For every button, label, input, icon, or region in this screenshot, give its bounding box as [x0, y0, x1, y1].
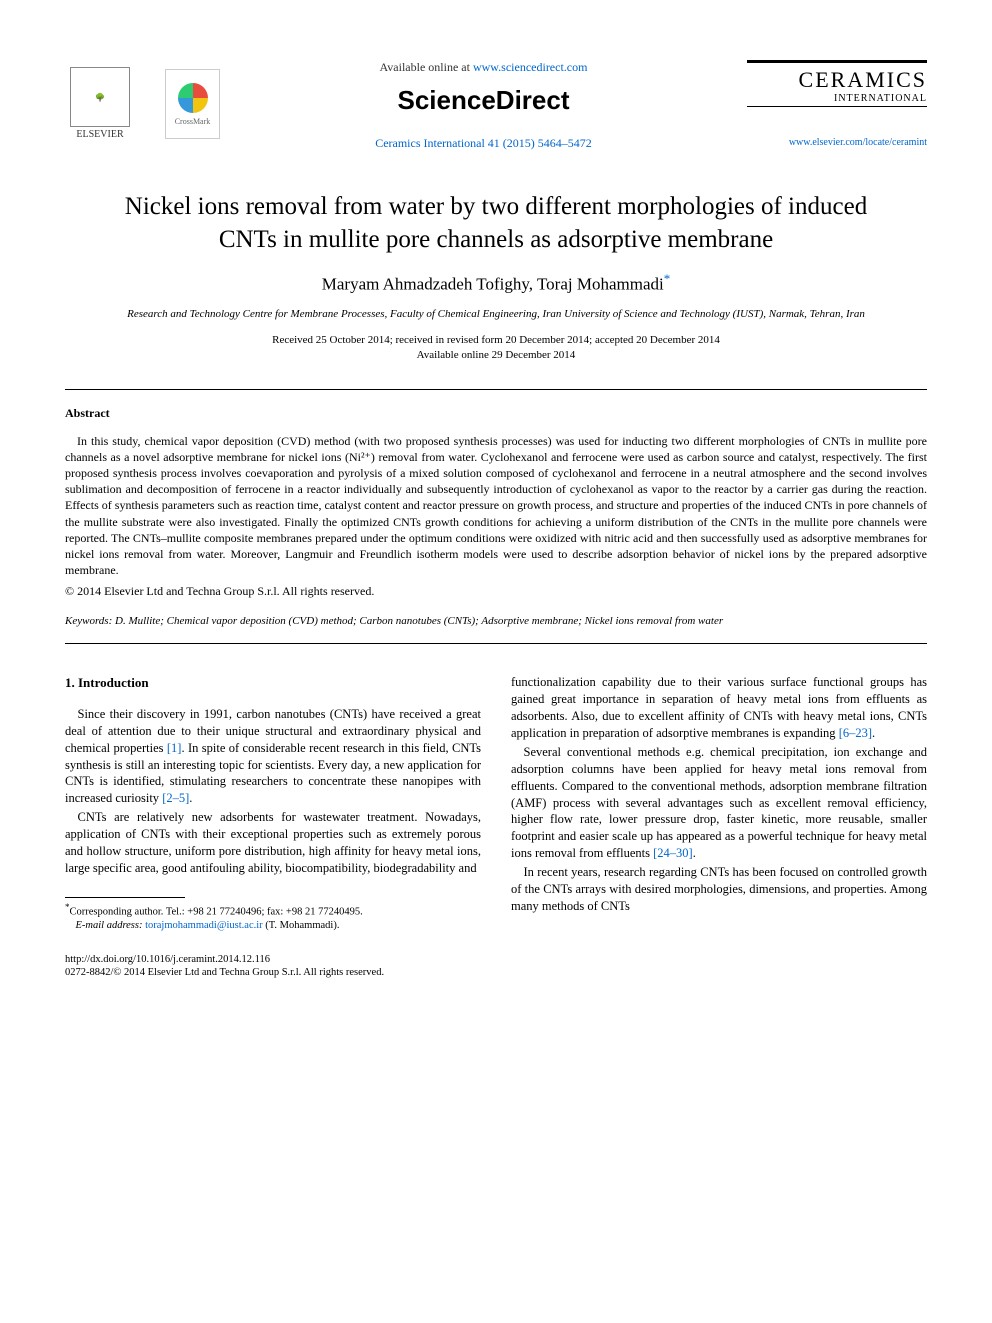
journal-header: 🌳 ELSEVIER CrossMark Available online at… [65, 60, 927, 151]
available-online: Available online at www.sciencedirect.co… [240, 60, 727, 75]
keywords-text: D. Mullite; Chemical vapor deposition (C… [112, 615, 723, 627]
section-heading-intro: 1. Introduction [65, 674, 481, 692]
article-title: Nickel ions removal from water by two di… [85, 191, 907, 256]
email-link[interactable]: torajmohammadi@iust.ac.ir [145, 920, 263, 931]
abstract-heading: Abstract [65, 406, 927, 421]
corresponding-mark: * [664, 271, 671, 286]
rule-below-keywords [65, 643, 927, 644]
cite-24-30[interactable]: [24–30] [653, 846, 693, 860]
body-columns: 1. Introduction Since their discovery in… [65, 674, 927, 932]
right-column: functionalization capability due to thei… [511, 674, 927, 932]
journal-brand: CERAMICS INTERNATIONAL [747, 60, 927, 107]
header-left: 🌳 ELSEVIER CrossMark [65, 60, 220, 140]
sciencedirect-link[interactable]: www.sciencedirect.com [473, 60, 588, 74]
authors: Maryam Ahmadzadeh Tofighy, Toraj Mohamma… [65, 271, 927, 295]
intro-right-p1-b: . [872, 726, 875, 740]
keywords: Keywords: D. Mullite; Chemical vapor dep… [65, 615, 927, 627]
journal-locate: www.elsevier.com/locate/ceramint [747, 137, 927, 148]
crossmark-circle-icon [178, 83, 208, 113]
dates-line-2: Available online 29 December 2014 [65, 348, 927, 363]
intro-p1-cont: functionalization capability due to thei… [511, 674, 927, 742]
author-2: Toraj Mohammadi [537, 275, 664, 294]
journal-name-sub: INTERNATIONAL [747, 93, 927, 107]
intro-right-p2-a: Several conventional methods e.g. chemic… [511, 745, 927, 860]
footnote-rule [65, 897, 185, 898]
abstract-paragraph: In this study, chemical vapor deposition… [65, 433, 927, 579]
rule-above-abstract [65, 389, 927, 390]
intro-right-p2-b: . [693, 846, 696, 860]
page-footer: http://dx.doi.org/10.1016/j.ceramint.201… [65, 953, 927, 980]
footnote-coresp: Corresponding author. Tel.: +98 21 77240… [70, 906, 363, 917]
left-column: 1. Introduction Since their discovery in… [65, 674, 481, 932]
intro-p1-c: . [189, 791, 192, 805]
intro-right-p3: In recent years, research regarding CNTs… [511, 864, 927, 915]
intro-p1: Since their discovery in 1991, carbon na… [65, 706, 481, 807]
cite-2-5[interactable]: [2–5] [162, 791, 189, 805]
header-right: CERAMICS INTERNATIONAL www.elsevier.com/… [747, 60, 927, 148]
crossmark-label: CrossMark [175, 117, 211, 126]
title-line-2: CNTs in mullite pore channels as adsorpt… [219, 226, 773, 253]
email-tail: (T. Mohammadi). [263, 920, 340, 931]
header-center: Available online at www.sciencedirect.co… [220, 60, 747, 151]
author-1: Maryam Ahmadzadeh Tofighy [322, 275, 529, 294]
abstract-body: In this study, chemical vapor deposition… [65, 433, 927, 579]
cite-6-23[interactable]: [6–23] [839, 726, 872, 740]
author-sep: , [529, 275, 537, 294]
affiliation: Research and Technology Centre for Membr… [125, 307, 867, 321]
issn-copyright: 0272-8842/© 2014 Elsevier Ltd and Techna… [65, 966, 927, 980]
title-line-1: Nickel ions removal from water by two di… [125, 193, 867, 220]
elsevier-logo: 🌳 ELSEVIER [65, 60, 135, 140]
article-dates: Received 25 October 2014; received in re… [65, 333, 927, 364]
dates-line-1: Received 25 October 2014; received in re… [65, 333, 927, 348]
email-label: E-mail address: [76, 920, 143, 931]
crossmark-logo[interactable]: CrossMark [165, 69, 220, 139]
corresponding-footnote: *Corresponding author. Tel.: +98 21 7724… [65, 902, 481, 933]
available-prefix: Available online at [380, 60, 473, 74]
journal-name-main: CERAMICS [747, 67, 927, 93]
copyright: © 2014 Elsevier Ltd and Techna Group S.r… [65, 584, 927, 599]
citation-link[interactable]: Ceramics International 41 (2015) 5464–54… [375, 136, 592, 150]
journal-locate-link[interactable]: www.elsevier.com/locate/ceramint [789, 137, 927, 148]
doi: http://dx.doi.org/10.1016/j.ceramint.201… [65, 953, 927, 967]
intro-p2: CNTs are relatively new adsorbents for w… [65, 809, 481, 877]
elsevier-label: ELSEVIER [76, 129, 123, 140]
elsevier-tree-icon: 🌳 [70, 67, 130, 127]
sciencedirect-brand: ScienceDirect [240, 85, 727, 116]
citation-line: Ceramics International 41 (2015) 5464–54… [240, 136, 727, 151]
cite-1[interactable]: [1] [167, 741, 182, 755]
intro-right-p2: Several conventional methods e.g. chemic… [511, 744, 927, 862]
keywords-label: Keywords: [65, 615, 112, 627]
